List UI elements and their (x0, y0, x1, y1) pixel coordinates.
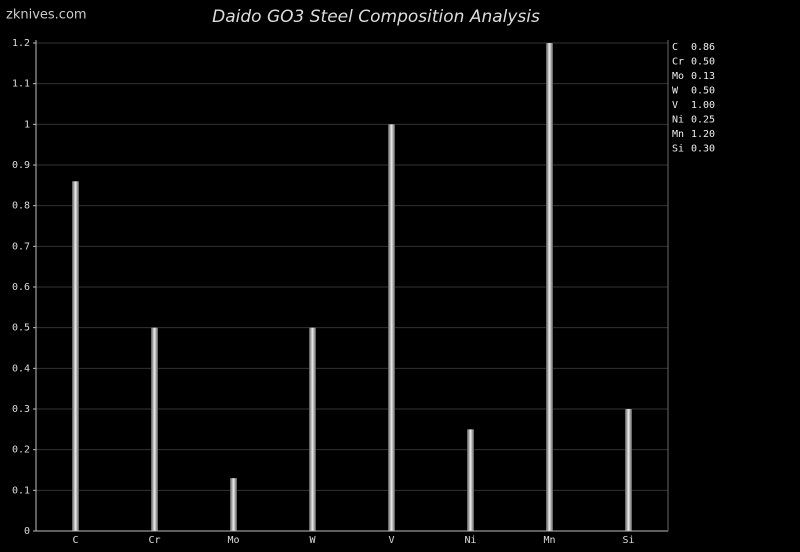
legend-value: 0.13 (691, 71, 715, 82)
legend-name: Mn (672, 129, 684, 140)
legend-value: 0.30 (691, 144, 715, 155)
legend-name: Ni (672, 115, 684, 126)
y-tick-label: 0.5 (12, 323, 30, 334)
legend-name: C (672, 42, 678, 53)
y-tick-label: 1 (24, 119, 30, 130)
x-tick-label: Mn (543, 535, 555, 546)
y-tick-label: 0.6 (12, 282, 30, 293)
y-tick-label: 0.1 (12, 485, 30, 496)
legend-value: 0.86 (691, 42, 715, 53)
bar (546, 43, 553, 531)
x-tick-label: Mo (227, 535, 239, 546)
grid (36, 42, 668, 532)
chart-title: Daido GO3 Steel Composition Analysis (212, 7, 540, 27)
bar (625, 409, 632, 531)
x-tick-label: Si (622, 535, 634, 546)
y-tick-label: 0.7 (12, 241, 30, 252)
x-tick-label: W (309, 535, 316, 546)
bar (309, 327, 316, 531)
bar (388, 124, 395, 531)
legend-name: W (672, 86, 679, 97)
y-tick-label: 0.9 (12, 160, 30, 171)
y-tick-label: 1.1 (12, 79, 30, 90)
y-tick-label: 0.3 (12, 404, 30, 415)
legend-value: 0.25 (691, 115, 715, 126)
legend-value: 1.20 (691, 129, 715, 140)
y-tick-label: 0.8 (12, 201, 30, 212)
y-tick-label: 1.2 (12, 38, 30, 49)
labels: 0 0.1 0.2 0.3 0.4 0.5 0.6 0.7 0.8 0.9 1 1.1 1.2 C C 0.8… (12, 38, 715, 546)
legend-name: Cr (672, 57, 684, 68)
legend-name: Si (672, 144, 684, 155)
legend-value: 1.00 (691, 100, 715, 111)
legend-name: Mo (672, 71, 684, 82)
x-tick-label: C (72, 535, 78, 546)
bar (467, 429, 474, 531)
x-tick-label: Ni (464, 535, 476, 546)
legend-value: 0.50 (691, 86, 715, 97)
y-tick-label: 0.2 (12, 445, 30, 456)
bar (151, 327, 158, 531)
legend-name: V (672, 100, 678, 111)
y-tick-label: 0.4 (12, 363, 30, 374)
bar (72, 181, 79, 531)
x-tick-label: Cr (148, 535, 160, 546)
watermark: zknives.com (6, 8, 87, 23)
x-tick-label: V (388, 535, 394, 546)
bar (230, 478, 237, 531)
y-tick-label: 0 (24, 526, 30, 537)
bars (72, 43, 632, 531)
legend-value: 0.50 (691, 57, 715, 68)
